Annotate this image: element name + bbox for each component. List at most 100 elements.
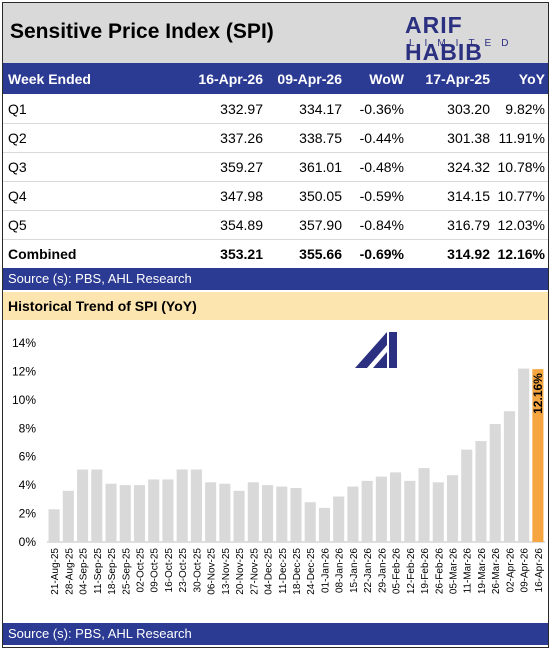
- source-text: Source (s): PBS, AHL Research: [8, 626, 192, 641]
- logo-mark-icon: [355, 332, 397, 368]
- table-cell: 314.92: [447, 246, 490, 262]
- x-tick-label: 01-Jan-26: [320, 548, 331, 593]
- bar: [375, 476, 387, 542]
- source-note-chart: Source (s): PBS, AHL Research: [3, 623, 548, 645]
- bar: [290, 487, 302, 542]
- bar: [261, 485, 274, 542]
- bar: [503, 411, 515, 542]
- row-label: Q3: [8, 159, 27, 175]
- y-tick-label: 10%: [12, 393, 36, 407]
- col-16-apr-26: 16-Apr-26: [198, 71, 263, 87]
- y-tick-label: 0%: [19, 535, 37, 549]
- table-row: Q2 337.26 338.75 -0.44% 301.38 11.91%: [3, 123, 548, 153]
- bar: [432, 482, 444, 542]
- bar: [475, 441, 487, 542]
- bar: [489, 424, 501, 542]
- x-tick-label: 11-Sep-25: [93, 548, 104, 594]
- bar: [247, 482, 259, 542]
- table-cell: 347.98: [220, 188, 263, 204]
- table-cell: 355.66: [299, 246, 342, 262]
- x-tick-label: 16-Apr-26: [534, 548, 545, 593]
- x-tick-label: 11-Mar-26: [463, 548, 474, 594]
- table-cell: 324.32: [447, 159, 490, 175]
- x-tick-label: 09-Apr-26: [520, 548, 531, 593]
- x-tick-label: 04-Dec-25: [264, 548, 275, 595]
- bar: [162, 479, 174, 542]
- x-tick-label: 28-Aug-25: [64, 548, 75, 595]
- bar: [119, 485, 131, 542]
- table-cell: 10.77%: [497, 188, 545, 204]
- table-cell: -0.48%: [359, 159, 404, 175]
- x-tick-label: 20-Nov-25: [235, 548, 246, 595]
- x-tick-label: 18-Sep-25: [107, 548, 118, 595]
- y-tick-label: 2%: [19, 507, 37, 521]
- bar-highlight: [532, 369, 544, 542]
- y-tick-label: 4%: [19, 478, 37, 492]
- bar: [190, 469, 202, 542]
- table-cell: -0.44%: [359, 130, 404, 146]
- source-text: Source (s): PBS, AHL Research: [8, 271, 192, 286]
- table-cell: 11.91%: [498, 130, 545, 146]
- bar: [77, 469, 89, 542]
- y-tick-label: 14%: [12, 336, 36, 350]
- bar: [176, 469, 188, 542]
- x-tick-label: 16-Oct-25: [164, 548, 175, 593]
- bar: [148, 479, 160, 542]
- source-note-table: Source (s): PBS, AHL Research: [3, 268, 548, 290]
- x-tick-label: 06-Nov-25: [207, 548, 218, 595]
- table-row: Q5 354.89 357.90 -0.84% 316.79 12.03%: [3, 210, 548, 240]
- bar: [62, 490, 74, 542]
- bar: [105, 483, 117, 542]
- y-tick-label: 6%: [19, 450, 37, 464]
- table-cell: 334.17: [299, 101, 342, 117]
- row-label: Q5: [8, 217, 27, 233]
- bar: [91, 469, 103, 542]
- bar: [361, 480, 373, 542]
- x-tick-label: 19-Mar-26: [477, 548, 488, 595]
- table-row-combined: Combined 353.21 355.66 -0.69% 314.92 12.16%: [3, 239, 548, 268]
- bar: [48, 509, 60, 542]
- x-tick-label: 02-Oct-25: [135, 548, 146, 593]
- x-tick-label: 22-Jan-26: [363, 548, 374, 593]
- bar: [446, 475, 459, 542]
- spi-yoy-bar-chart: 0% 2% 4% 6% 8% 10% 12% 14% 21-Aug-25 28-Aug-25 04-…: [12, 336, 545, 595]
- row-label: Q2: [8, 130, 27, 146]
- x-tick-label: 05-Mar-26: [449, 548, 460, 595]
- row-label: Q1: [8, 101, 27, 117]
- x-tick-label: 19-Feb-26: [420, 548, 431, 595]
- table-cell: -0.59%: [359, 188, 404, 204]
- company-logo: ARIF HABIB LIMITED: [353, 12, 543, 368]
- x-tick-label: 30-Oct-25: [192, 548, 203, 593]
- col-yoy: YoY: [518, 71, 545, 87]
- table-cell: 12.03%: [497, 217, 545, 233]
- table-cell: 337.26: [220, 130, 263, 146]
- page-title: Sensitive Price Index (SPI): [10, 20, 274, 43]
- table-cell: -0.84%: [359, 217, 404, 233]
- bar: [304, 502, 316, 542]
- table-cell: 316.79: [447, 217, 490, 233]
- y-tick-label: 12%: [12, 364, 36, 378]
- table-cell: 303.20: [447, 101, 490, 117]
- table-cell: 332.97: [220, 101, 263, 117]
- table-cell: 353.21: [220, 246, 263, 262]
- col-09-apr-26: 09-Apr-26: [277, 71, 342, 87]
- logo-wordmark: ARIF HABIB: [405, 12, 483, 65]
- table-row: Q3 359.27 361.01 -0.48% 324.32 10.78%: [3, 152, 548, 182]
- x-tick-label: 29-Jan-26: [377, 548, 388, 593]
- table-cell: 354.89: [220, 217, 263, 233]
- bar: [518, 368, 530, 542]
- bar: [276, 486, 288, 542]
- table-cell: -0.36%: [359, 101, 404, 117]
- x-tick-label: 21-Aug-25: [50, 548, 61, 595]
- x-tick-label: 25-Sep-25: [121, 548, 132, 595]
- bar: [318, 507, 331, 542]
- bar: [404, 480, 416, 542]
- bar: [333, 496, 345, 542]
- x-tick-label: 09-Oct-25: [150, 548, 161, 593]
- y-tick-label: 8%: [19, 421, 37, 435]
- bar: [418, 468, 430, 542]
- x-tick-label: 26-Feb-26: [434, 548, 445, 595]
- table-cell: 357.90: [299, 217, 342, 233]
- col-17-apr-25: 17-Apr-25: [425, 71, 490, 87]
